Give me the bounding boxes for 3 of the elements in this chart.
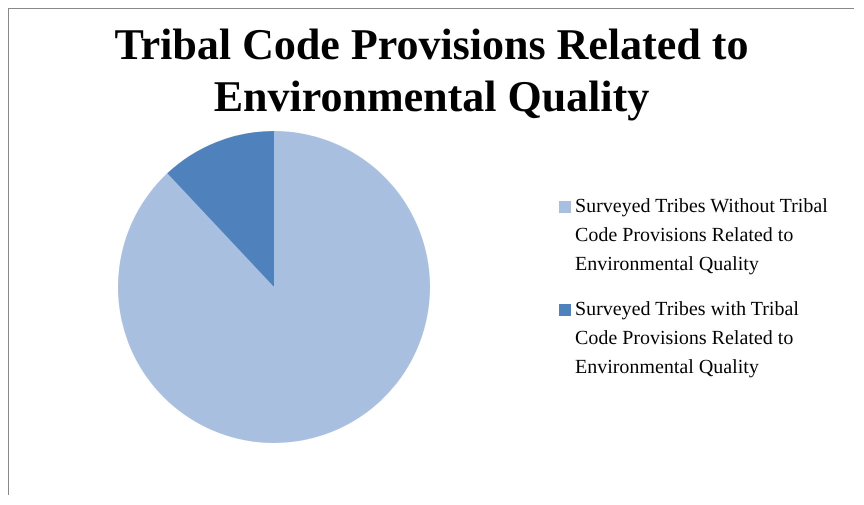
chart-title: Tribal Code Provisions Related to Environmental Quality [114,19,750,123]
legend-label: Surveyed Tribes Without Tribal Code Provisions Related to Environmental Quality [575,194,829,277]
legend-label: Surveyed Tribes with Tribal Code Provisions Related to Environmental Quality [575,297,800,380]
